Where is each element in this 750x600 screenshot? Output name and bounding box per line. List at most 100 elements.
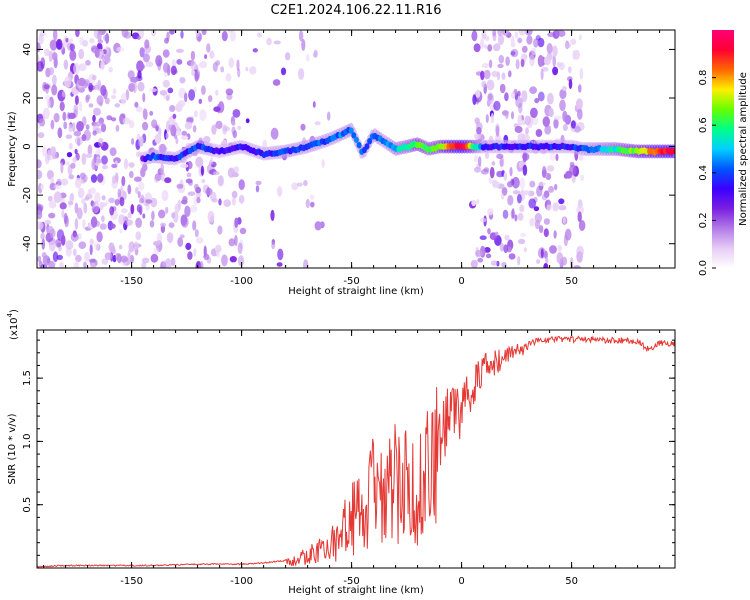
spectrogram-noise-blob	[149, 220, 155, 228]
spectrogram-noise-blob	[52, 74, 57, 86]
spectrogram-noise-blob	[135, 231, 142, 241]
spectrogram-noise-blob	[154, 133, 162, 144]
spectrogram-noise-blob	[517, 90, 521, 97]
spectrogram-noise-blob	[85, 94, 91, 101]
spectrogram-noise-blob	[257, 32, 262, 38]
spectrogram-noise-blob	[73, 104, 79, 114]
spectrogram-noise-blob	[493, 43, 501, 51]
spectrogram-noise-blob	[298, 30, 304, 42]
spectrogram-noise-blob	[236, 59, 240, 71]
spectrogram-noise-blob	[37, 42, 41, 53]
spectrogram-noise-blob	[61, 210, 65, 218]
spectrogram-noise-blob	[75, 254, 82, 263]
spectrogram-noise-blob	[81, 198, 86, 205]
spectrogram-noise-blob	[75, 30, 80, 38]
colorbar-tick-label: 0.8	[698, 70, 709, 86]
spectrogram-noise-blob	[49, 39, 58, 51]
x-tick-label: 0	[458, 276, 464, 287]
spectrogram-noise-blob	[211, 124, 217, 135]
spectrogram-noise-blob	[500, 193, 505, 200]
spectrogram-noise-blob	[112, 88, 117, 95]
spectrogram-noise-blob	[499, 83, 506, 94]
spectrogram-noise-blob	[198, 98, 202, 105]
spectrogram-noise-blob	[477, 257, 484, 263]
spectrogram-noise-blob	[207, 210, 215, 223]
spectrogram-noise-blob	[222, 124, 228, 135]
spectrogram-noise-blob	[501, 72, 506, 80]
spectrogram-noise-blob	[51, 84, 58, 96]
spectrogram-noise-blob	[92, 201, 100, 214]
spectrogram-noise-blob	[535, 129, 543, 137]
spectrogram-noise-blob	[496, 170, 504, 178]
spectrogram-noise-blob	[121, 208, 128, 214]
spectrogram-noise-blob	[545, 257, 549, 264]
spectrogram-noise-blob	[61, 90, 66, 98]
spectrogram-noise-blob	[529, 86, 537, 94]
spectrogram-noise-blob	[37, 159, 42, 169]
spectrogram-noise-blob	[185, 242, 192, 250]
spectrogram-noise-blob	[48, 51, 53, 62]
spectrogram-frame	[36, 29, 676, 269]
spectrogram-noise-blob	[480, 70, 485, 81]
spectrogram-noise-blob	[483, 69, 491, 80]
spectrogram-noise-blob	[557, 30, 566, 37]
spectrogram-noise-blob	[215, 244, 222, 253]
spectrogram-noise-blob	[111, 95, 117, 99]
spectrogram-noise-blob	[496, 71, 501, 81]
spectrogram-noise-blob	[89, 238, 95, 246]
spectrogram-noise-blob	[568, 78, 573, 90]
spectrogram-noise-blob	[47, 195, 53, 202]
spectrogram-noise-blob	[472, 94, 477, 106]
spectrogram-noise-blob	[192, 63, 200, 70]
spectrogram-noise-blob	[541, 193, 548, 201]
spectrogram-noise-blob	[524, 30, 533, 36]
spectrogram-noise-blob	[145, 199, 153, 204]
spectrogram-noise-blob	[145, 61, 154, 68]
spectrogram-noise-blob	[548, 107, 554, 118]
spectrogram-noise-blob	[128, 241, 135, 253]
spectrogram-noise-blob	[509, 166, 513, 177]
spectrogram-noise-blob	[127, 184, 132, 195]
spectrogram-noise-blob	[195, 186, 202, 194]
spectrogram-noise-blob	[144, 39, 150, 49]
spectrogram-noise-blob	[223, 199, 231, 208]
snr-frame	[36, 329, 676, 569]
x-tick-label: -150	[120, 576, 143, 587]
spectrogram-noise-blob	[82, 174, 88, 183]
snr-y-multiplier: (x104)	[6, 309, 20, 340]
spectrogram-noise-blob	[115, 124, 120, 132]
spectrogram-noise-blob	[96, 231, 103, 243]
spectrogram-noise-blob	[276, 262, 283, 267]
spectrogram-noise-blob	[525, 127, 529, 135]
spectrogram-noise-blob	[210, 156, 214, 166]
spectrogram-noise-blob	[161, 176, 165, 182]
spectrogram-noise-blob	[70, 232, 79, 242]
spectrogram-ridge-core	[348, 127, 354, 134]
spectrogram-x-axis-label: Height of straight line (km)	[288, 286, 424, 297]
spectrogram-noise-blob	[94, 47, 100, 58]
spectrogram-noise-blob	[575, 98, 583, 110]
spectrogram-noise-blob	[155, 55, 163, 67]
colorbar-tick-label: 0.0	[698, 260, 709, 276]
spectrogram-noise-blob	[94, 241, 99, 251]
spectrogram-noise-blob	[487, 208, 494, 216]
spectrogram-noise-blob	[569, 164, 577, 176]
spectrogram-noise-blob	[510, 48, 519, 58]
spectrogram-noise-blob	[138, 136, 142, 147]
spectrogram-noise-blob	[562, 216, 566, 224]
spectrogram-noise-blob	[37, 169, 43, 180]
spectrogram-noise-blob	[473, 43, 481, 53]
spectrogram-noise-blob	[562, 110, 568, 123]
spectrogram-noise-blob	[518, 30, 526, 36]
spectrogram-noise-blob	[212, 171, 220, 176]
spectrogram-noise-blob	[100, 123, 107, 133]
spectrogram-noise-blob	[165, 258, 172, 268]
spectrogram-noise-blob	[150, 197, 158, 208]
spectrogram-noise-blob	[195, 156, 204, 168]
spectrogram-noise-blob	[517, 238, 526, 245]
chart-title: C2E1.2024.106.22.11.R16	[270, 3, 441, 18]
spectrogram-noise-blob	[511, 176, 520, 189]
spectrogram-noise-blob	[312, 101, 316, 108]
snr-y-multiplier-suffix: )	[9, 309, 20, 313]
spectrogram-noise-blob	[505, 111, 509, 119]
